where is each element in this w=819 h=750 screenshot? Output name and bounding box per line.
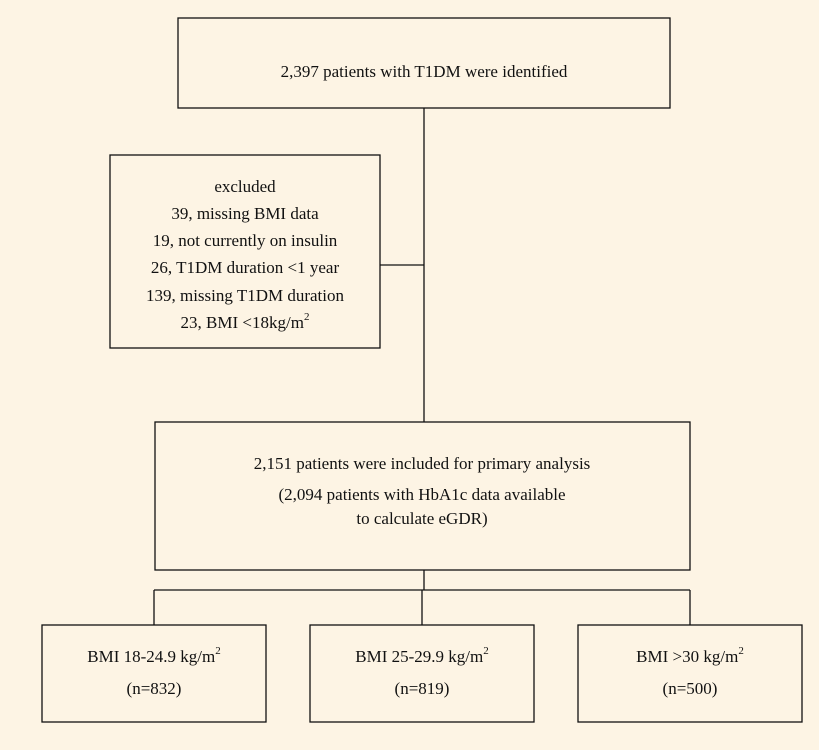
box-text: 23, BMI <18kg/m2 xyxy=(181,311,310,332)
superscript: 2 xyxy=(304,311,310,323)
excluded-box xyxy=(109,154,381,349)
box-title: excluded xyxy=(214,177,276,196)
box-text: 39, missing BMI data xyxy=(171,204,319,223)
box-text: (2,094 patients with HbA1c data availabl… xyxy=(278,485,565,504)
group-count: (n=832) xyxy=(127,679,182,698)
text: BMI 25-29.9 kg/m xyxy=(355,647,483,666)
text: BMI 18-24.9 kg/m xyxy=(87,647,215,666)
text: 23, BMI <18kg/m xyxy=(181,313,304,332)
superscript: 2 xyxy=(738,645,744,657)
group-label: BMI 18-24.9 kg/m2 xyxy=(87,645,220,666)
box-text: 26, T1DM duration <1 year xyxy=(151,258,340,277)
top-box xyxy=(177,17,671,109)
box-text: 2,397 patients with T1DM were identified xyxy=(281,62,568,81)
box-text: 2,151 patients were included for primary… xyxy=(254,454,591,473)
group-box xyxy=(41,624,267,723)
box-text: 139, missing T1DM duration xyxy=(146,286,345,305)
group-count: (n=500) xyxy=(663,679,718,698)
box-text: 19, not currently on insulin xyxy=(153,231,338,250)
text: BMI >30 kg/m xyxy=(636,647,738,666)
group-label: BMI 25-29.9 kg/m2 xyxy=(355,645,488,666)
superscript: 2 xyxy=(483,645,489,657)
group-box xyxy=(309,624,535,723)
box-text: to calculate eGDR) xyxy=(356,509,487,528)
group-label: BMI >30 kg/m2 xyxy=(636,645,744,666)
group-count: (n=819) xyxy=(395,679,450,698)
superscript: 2 xyxy=(215,645,221,657)
group-box xyxy=(577,624,803,723)
included-box xyxy=(154,421,691,571)
